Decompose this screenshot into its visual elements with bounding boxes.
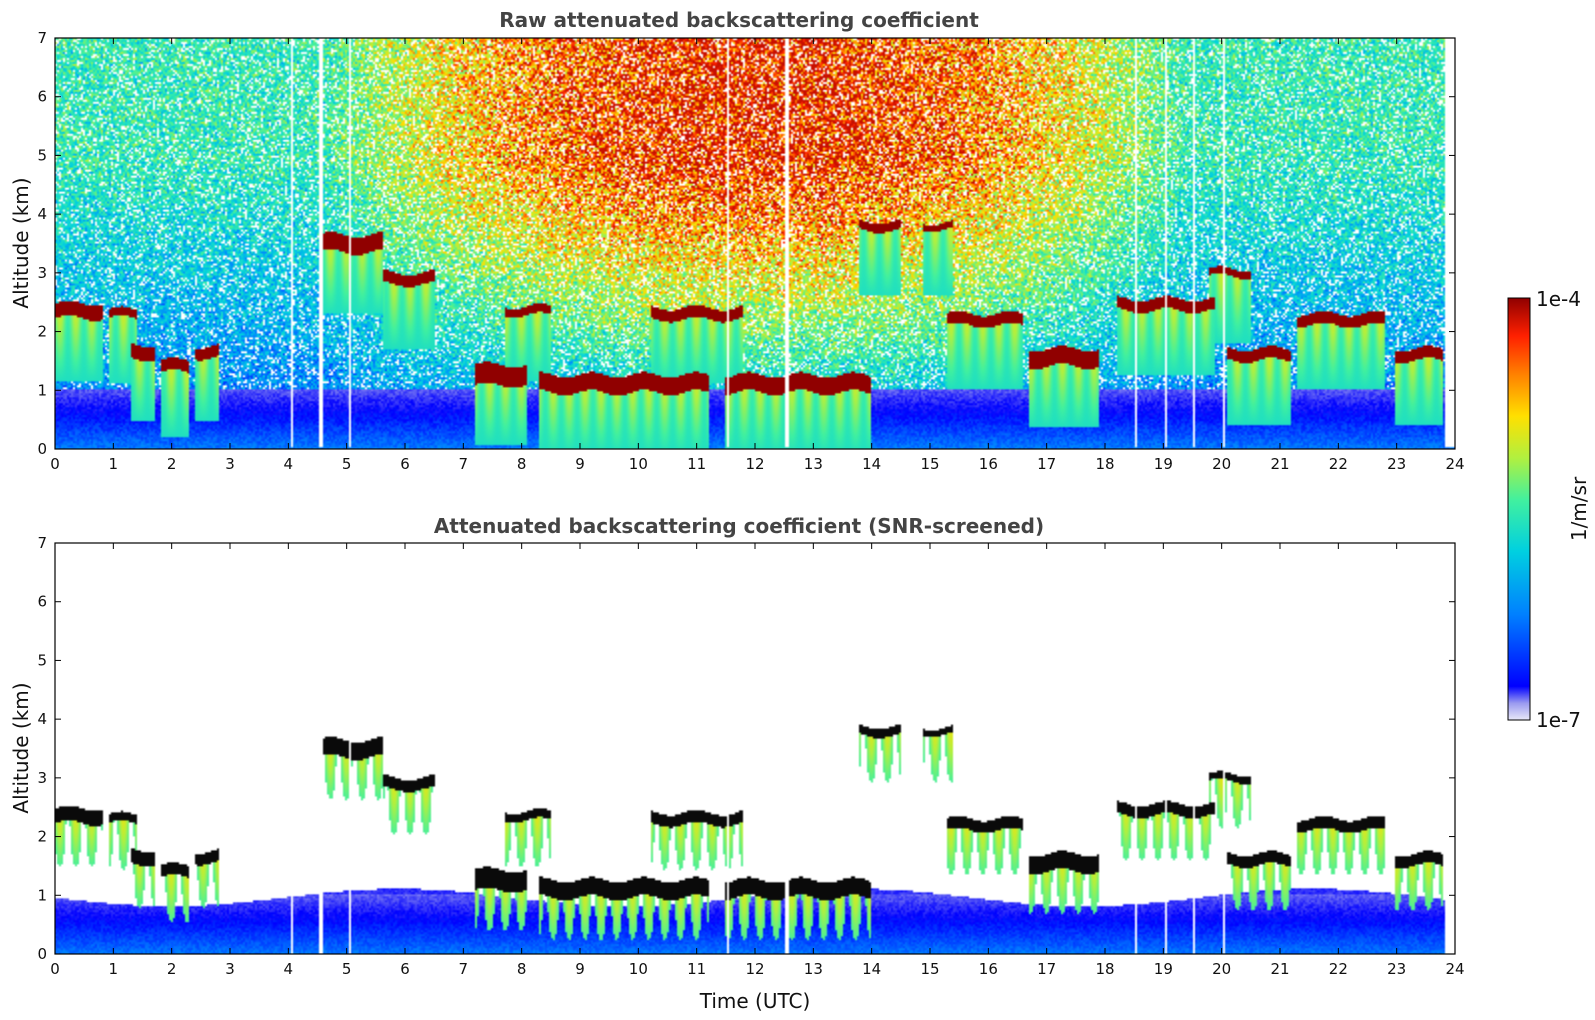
- x-tick-label: 19: [1154, 960, 1173, 978]
- x-tick-label: 11: [687, 960, 706, 978]
- x-tick-label: 15: [920, 960, 939, 978]
- x-tick-label: 22: [1329, 455, 1348, 473]
- y-tick-label: 3: [37, 769, 47, 787]
- screened-backscatter-heatmap: [55, 543, 1455, 954]
- y-tick-label: 5: [37, 146, 47, 164]
- x-tick-label: 8: [517, 960, 527, 978]
- x-tick-label: 14: [862, 455, 881, 473]
- x-tick-label: 20: [1212, 455, 1231, 473]
- x-tick-label: 12: [745, 455, 764, 473]
- x-tick-label: 1: [109, 960, 119, 978]
- x-tick-label: 24: [1445, 455, 1464, 473]
- x-tick-label: 7: [459, 455, 469, 473]
- axis-ticks: 0 1 2 3 4 5 6 7 8 9 10 11 12 13 14 15 16 17 18 19 20 21 22 23 24…: [37, 29, 1464, 473]
- x-tick-label: 7: [459, 960, 469, 978]
- y-tick-label: 5: [37, 651, 47, 669]
- x-tick-label: 18: [1095, 960, 1114, 978]
- x-tick-label: 2: [167, 455, 177, 473]
- x-tick-label: 0: [50, 455, 60, 473]
- y-tick-label: 4: [37, 205, 47, 223]
- x-tick-label: 4: [284, 960, 294, 978]
- panel-title-raw: Raw attenuated backscattering coefficien…: [499, 8, 979, 32]
- raw-backscatter-heatmap: [55, 38, 1455, 449]
- x-tick-label: 20: [1212, 960, 1231, 978]
- x-tick-label: 24: [1445, 960, 1464, 978]
- x-tick-label: 5: [342, 455, 352, 473]
- colorbar: 1e-4 1e-7 1/m/sr: [1507, 287, 1591, 732]
- colorbar-max-label: 1e-4: [1536, 287, 1581, 311]
- y-tick-label: 1: [37, 886, 47, 904]
- x-tick-label: 6: [400, 455, 410, 473]
- x-tick-label: 9: [575, 455, 585, 473]
- colorbar-min-label: 1e-7: [1536, 708, 1581, 732]
- colorbar-gradient: [1507, 297, 1531, 721]
- x-tick-label: 21: [1270, 455, 1289, 473]
- x-tick-label: 14: [862, 960, 881, 978]
- y-tick-label: 7: [37, 29, 47, 47]
- x-tick-label: 23: [1387, 455, 1406, 473]
- panel-title-screened: Attenuated backscattering coefficient (S…: [434, 514, 1044, 538]
- x-tick-label: 3: [225, 455, 235, 473]
- x-tick-label: 12: [745, 960, 764, 978]
- x-tick-label: 4: [284, 455, 294, 473]
- x-tick-label: 1: [109, 455, 119, 473]
- x-tick-label: 19: [1154, 455, 1173, 473]
- x-tick-label: 16: [979, 455, 998, 473]
- x-tick-label: 10: [629, 455, 648, 473]
- y-tick-label: 2: [37, 828, 47, 846]
- x-tick-label: 21: [1270, 960, 1289, 978]
- raw-backscatter-panel: Raw attenuated backscattering coefficien…: [9, 8, 1465, 473]
- snr-screened-panel: Attenuated backscattering coefficient (S…: [9, 514, 1465, 1013]
- y-tick-label: 4: [37, 710, 47, 728]
- x-tick-label: 10: [629, 960, 648, 978]
- x-tick-label: 23: [1387, 960, 1406, 978]
- y-axis-label: Altitude (km): [9, 682, 33, 813]
- x-tick-label: 15: [920, 455, 939, 473]
- x-tick-label: 17: [1037, 960, 1056, 978]
- x-tick-label: 3: [225, 960, 235, 978]
- x-tick-label: 11: [687, 455, 706, 473]
- y-tick-label: 2: [37, 323, 47, 341]
- y-axis-label: Altitude (km): [9, 177, 33, 308]
- x-tick-label: 13: [804, 960, 823, 978]
- x-axis-label: Time (UTC): [699, 989, 811, 1013]
- x-tick-label: 0: [50, 960, 60, 978]
- x-tick-label: 13: [804, 455, 823, 473]
- y-tick-label: 0: [37, 945, 47, 963]
- y-tick-label: 1: [37, 381, 47, 399]
- x-tick-label: 22: [1329, 960, 1348, 978]
- axis-ticks: 0 1 2 3 4 5 6 7 8 9 10 11 12 13 14 15 16 17 18 19 20 21 22 23 24…: [37, 534, 1464, 978]
- y-tick-label: 6: [37, 88, 47, 106]
- y-tick-label: 6: [37, 593, 47, 611]
- x-tick-label: 17: [1037, 455, 1056, 473]
- x-tick-label: 18: [1095, 455, 1114, 473]
- x-tick-label: 5: [342, 960, 352, 978]
- x-tick-label: 2: [167, 960, 177, 978]
- y-tick-label: 7: [37, 534, 47, 552]
- x-tick-label: 9: [575, 960, 585, 978]
- y-tick-label: 0: [37, 440, 47, 458]
- y-tick-label: 3: [37, 264, 47, 282]
- colorbar-units-label: 1/m/sr: [1567, 476, 1591, 541]
- x-tick-label: 16: [979, 960, 998, 978]
- x-tick-label: 6: [400, 960, 410, 978]
- x-tick-label: 8: [517, 455, 527, 473]
